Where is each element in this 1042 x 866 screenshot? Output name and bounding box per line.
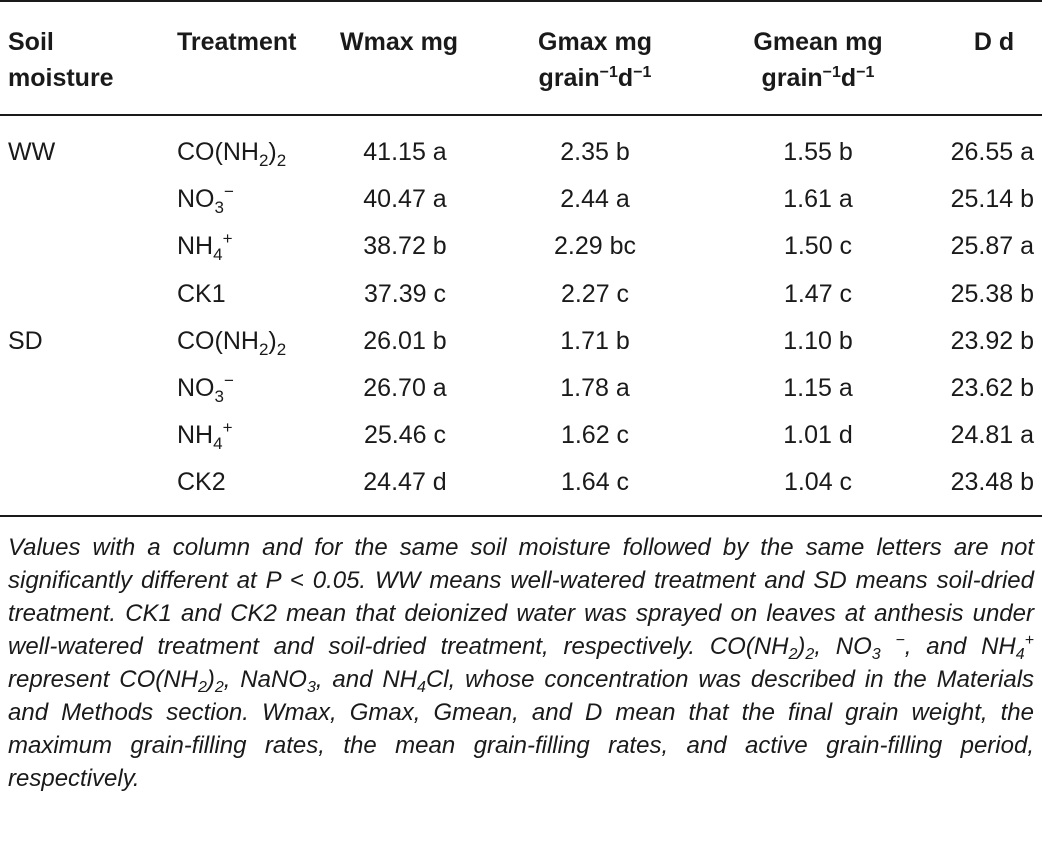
cell-d: 25.87 a <box>950 232 1034 261</box>
cell-gmax: 1.64 c <box>560 468 630 497</box>
cell-gmean: 1.61 a <box>783 185 853 214</box>
cell-treatment: CO(NH2)2 <box>177 326 287 359</box>
table-row: NO3− 26.70 a 1.78 a 1.15 a 23.62 b <box>0 365 1042 412</box>
cell-gmean: 1.15 a <box>783 374 853 402</box>
cell-wmax: 25.46 c <box>363 421 446 450</box>
cell-wmax: 26.70 a <box>363 374 447 402</box>
table-row: WW CO(NH2)2 41.15 a 2.35 b 1.55 b 26.55 a <box>0 129 1042 176</box>
table-bottom-rule <box>0 515 1042 517</box>
cell-wmax: 40.47 a <box>363 185 447 214</box>
cell-d: 26.55 a <box>950 138 1034 166</box>
cell-d: 25.14 b <box>950 185 1034 214</box>
cell-gmax: 2.27 c <box>560 279 630 308</box>
cell-d: 23.48 b <box>950 468 1034 497</box>
table-row: NH4+ 25.46 c 1.62 c 1.01 d 24.81 a <box>0 412 1042 459</box>
cell-gmean: 1.04 c <box>783 468 853 497</box>
header-gmax: Gmax mg grain−1d−1 <box>538 28 652 92</box>
cell-treatment: CK2 <box>177 468 226 497</box>
cell-gmean: 1.55 b <box>783 138 853 166</box>
cell-wmax: 38.72 b <box>363 232 447 261</box>
cell-gmax: 2.44 a <box>560 185 630 214</box>
header-gmean: Gmean mg grain−1d−1 <box>753 28 883 92</box>
table-row: CK1 37.39 c 2.27 c 1.47 c 25.38 b <box>0 271 1042 318</box>
header-wmax: Wmax mg <box>340 28 459 56</box>
cell-gmax: 1.62 c <box>560 421 630 450</box>
cell-d: 24.81 a <box>950 421 1034 450</box>
cell-gmax: 1.71 b <box>560 326 630 355</box>
cell-wmax: 41.15 a <box>363 138 447 166</box>
cell-wmax: 26.01 b <box>363 326 447 355</box>
table-row: NH4+ 38.72 b 2.29 bc 1.50 c 25.87 a <box>0 223 1042 270</box>
cell-wmax: 37.39 c <box>363 279 446 308</box>
table-header-rule <box>0 114 1042 116</box>
cell-treatment: NO3− <box>177 182 234 218</box>
cell-d: 23.62 b <box>950 374 1034 402</box>
cell-wmax: 24.47 d <box>363 468 447 497</box>
header-soil-moisture: Soil moisture <box>8 28 114 92</box>
cell-soil-moisture: SD <box>8 326 43 355</box>
cell-treatment: CO(NH2)2 <box>177 138 287 170</box>
table-row: CK2 24.47 d 1.64 c 1.04 c 23.48 b <box>0 459 1042 506</box>
cell-gmax: 1.78 a <box>560 374 630 402</box>
table-row: SD CO(NH2)2 26.01 b 1.71 b 1.10 b 23.92 b <box>0 318 1042 365</box>
cell-d: 23.92 b <box>950 326 1034 355</box>
cell-treatment: NH4+ <box>177 418 233 454</box>
cell-gmean: 1.47 c <box>783 279 853 308</box>
cell-gmax: 2.35 b <box>560 138 630 166</box>
cell-gmean: 1.10 b <box>783 326 853 355</box>
cell-gmean: 1.50 c <box>783 232 853 261</box>
cell-treatment: NO3− <box>177 371 234 406</box>
header-d: D d <box>973 28 1015 56</box>
cell-gmax: 2.29 bc <box>553 232 636 261</box>
table-top-rule <box>0 0 1042 2</box>
header-treatment: Treatment <box>177 28 297 56</box>
table-footnote: Values with a column and for the same so… <box>8 534 1035 792</box>
cell-d: 25.38 b <box>950 279 1034 308</box>
cell-treatment: NH4+ <box>177 229 233 265</box>
cell-soil-moisture: WW <box>8 138 56 166</box>
cell-gmean: 1.01 d <box>783 421 853 450</box>
cell-treatment: CK1 <box>177 279 226 308</box>
table-row: NO3− 40.47 a 2.44 a 1.61 a 25.14 b <box>0 176 1042 223</box>
